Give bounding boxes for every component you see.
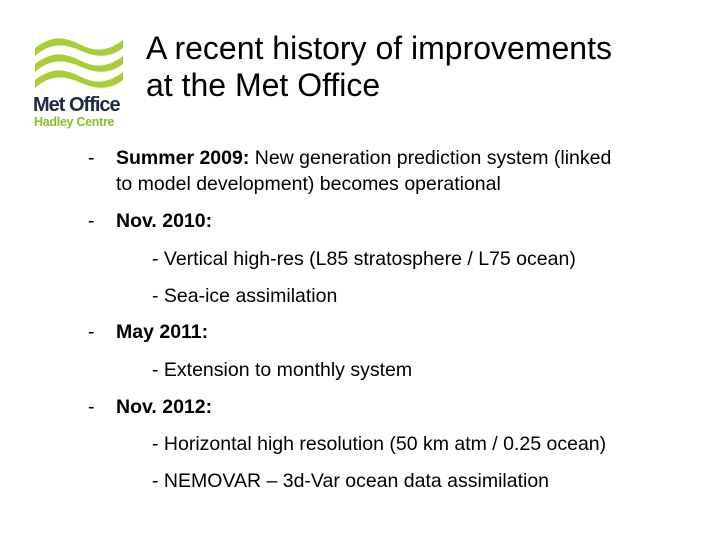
bullet-1-date: Summer 2009: <box>116 147 250 169</box>
bullet-1-text: New generation prediction system (linked <box>249 147 612 169</box>
title-line-2: at the Met Office <box>146 67 381 103</box>
bullet-2-subitem-1: - Vertical high-res (L85 stratosphere / … <box>152 248 576 270</box>
bullet-4-subitem-2: - NEMOVAR – 3d-Var ocean data assimilati… <box>152 470 550 492</box>
bullet-4-date: Nov. 2012: <box>116 396 213 418</box>
bullet-marker: - <box>88 396 95 418</box>
bullet-1-line-1: Summer 2009: New generation prediction s… <box>116 147 611 170</box>
title-line-1: A recent history of improvements <box>146 30 612 66</box>
logo-subtitle: Hadley Centre <box>34 115 115 129</box>
bullet-3-date: May 2011: <box>116 321 209 343</box>
bullet-3-subitem-1: - Extension to monthly system <box>152 359 413 381</box>
slide-title: A recent history of improvements at the … <box>146 30 706 104</box>
logo-name: Met Office <box>33 94 121 116</box>
bullet-4-subitem-1: - Horizontal high resolution (50 km atm … <box>152 433 607 455</box>
wave-logo-icon <box>35 38 123 88</box>
met-office-logo: Met Office Hadley Centre <box>33 34 125 130</box>
bullet-2-subitem-2: - Sea-ice assimilation <box>152 285 338 307</box>
bullet-marker: - <box>88 147 95 169</box>
bullet-1-line-2: to model development) becomes operationa… <box>116 173 501 195</box>
bullet-marker: - <box>88 210 95 232</box>
bullet-marker: - <box>88 321 95 343</box>
bullet-2-date: Nov. 2010: <box>116 210 213 232</box>
